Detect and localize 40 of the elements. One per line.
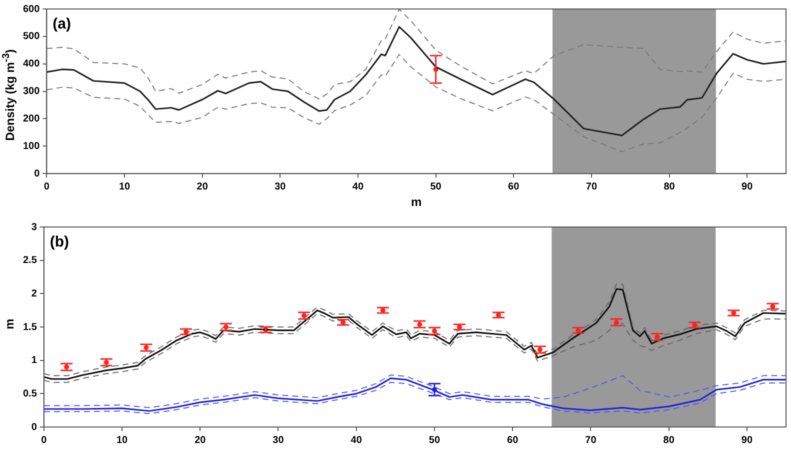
x-tick-label: 20: [196, 181, 208, 192]
y-tick-label: 400: [22, 58, 40, 70]
y-tick-label: 0.5: [22, 388, 38, 400]
x-tick-label: 50: [430, 181, 442, 192]
x-tick-label: 50: [428, 434, 440, 446]
y-axis-title: m: [2, 318, 16, 329]
x-tick-label: 40: [352, 181, 364, 192]
x-tick-label: 0: [41, 434, 48, 446]
x-axis-title: m: [411, 195, 422, 210]
x-tick-label: 70: [586, 181, 598, 192]
x-tick-label: 30: [274, 181, 286, 192]
y-tick-label: 0: [34, 168, 40, 180]
x-tick-label: 40: [350, 434, 362, 446]
y-tick-label: 2.5: [22, 255, 38, 266]
x-tick-label: 10: [116, 434, 128, 446]
y-tick-label: 600: [22, 4, 40, 15]
y-tick-label: 300: [22, 86, 40, 98]
x-tick-label: 30: [272, 434, 284, 446]
x-tick-label: 90: [742, 181, 754, 192]
line-series: [44, 313, 786, 383]
y-tick-label: 1.5: [22, 322, 38, 333]
x-tick-label: 90: [741, 434, 753, 446]
y-tick-label: 200: [22, 113, 40, 124]
x-tick-label: 80: [663, 434, 675, 446]
y-tick-label: 1: [31, 355, 38, 366]
x-tick-label: 60: [507, 434, 519, 446]
x-tick-label: 80: [664, 181, 676, 192]
line-series: [46, 9, 786, 100]
x-tick-label: 20: [194, 434, 206, 446]
y-tick-label: 3: [31, 222, 38, 233]
y-tick-label: 100: [22, 140, 40, 152]
y-tick-label: 0: [31, 422, 38, 433]
annotation: (a): [52, 16, 72, 33]
y-tick-label: 500: [22, 31, 40, 42]
y-tick-label: 2: [31, 288, 38, 300]
x-tick-label: 10: [118, 181, 131, 192]
annotation: (b): [50, 234, 70, 251]
x-tick-label: 70: [585, 434, 597, 446]
x-tick-label: 0: [44, 181, 50, 192]
x-tick-label: 60: [508, 181, 520, 192]
